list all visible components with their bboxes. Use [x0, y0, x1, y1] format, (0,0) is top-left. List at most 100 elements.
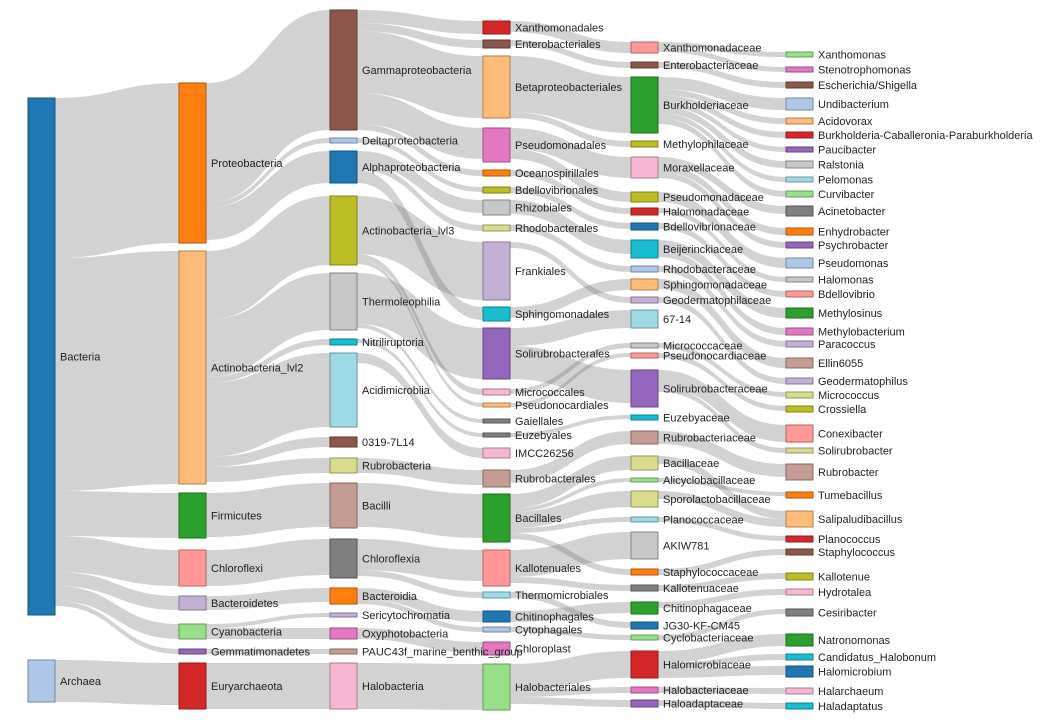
node-Frankiales[interactable]	[482, 241, 511, 301]
node-0319-7L14[interactable]	[329, 436, 358, 448]
node-Cyanobacteria[interactable]	[178, 623, 207, 640]
node-Haloadaptaceae[interactable]	[630, 699, 659, 708]
node-Geodermatophilaceae[interactable]	[630, 296, 659, 304]
node-Thermoleophilia[interactable]	[329, 272, 358, 331]
node-Halomonadaceae[interactable]	[630, 207, 659, 216]
node-67-14[interactable]	[630, 309, 659, 329]
node-Solirubrobacter[interactable]	[785, 447, 814, 454]
node-Staphylococcus[interactable]	[785, 548, 814, 556]
node-Sphingomonadales[interactable]	[482, 306, 511, 322]
node-Halomicrobiaceae[interactable]	[630, 650, 659, 679]
node-Ellin6055[interactable]	[785, 357, 814, 369]
node-Chloroflexia[interactable]	[329, 538, 358, 579]
node-Nitriliruptoria[interactable]	[329, 338, 358, 346]
node-Alicyclobacillaceae[interactable]	[630, 477, 659, 483]
node-Xanthomonadales[interactable]	[482, 20, 511, 35]
node-Psychrobacter[interactable]	[785, 241, 814, 249]
node-Kallotenuaceae[interactable]	[630, 584, 659, 592]
node-Acidimicrobiia[interactable]	[329, 352, 358, 428]
node-Sporolactobacillaceae[interactable]	[630, 490, 659, 508]
node-Bacilli[interactable]	[329, 482, 358, 529]
node-Rubrobacter[interactable]	[785, 463, 814, 481]
node-Xanthomonadaceae[interactable]	[630, 41, 659, 54]
node-Betaproteobacteriales[interactable]	[482, 55, 511, 119]
node-Natronomonas[interactable]	[785, 633, 814, 647]
node-Stenotrophomonas[interactable]	[785, 66, 814, 73]
node-Chitinophagaceae[interactable]	[630, 601, 659, 615]
node-Rhodobacteraceae[interactable]	[630, 265, 659, 273]
node-Paucibacter[interactable]	[785, 146, 814, 153]
node-Bacteroidia[interactable]	[329, 587, 358, 605]
node-Planococcaceae[interactable]	[630, 516, 659, 523]
node-Escherichia/Shigella[interactable]	[785, 81, 814, 89]
node-Halomonas[interactable]	[785, 276, 814, 283]
node-Burkholderiaceae[interactable]	[630, 76, 659, 134]
node-Bdellovibrionales[interactable]	[482, 186, 511, 194]
node-Chitinophagales[interactable]	[482, 610, 511, 623]
node-Crossiella[interactable]	[785, 405, 814, 413]
node-Gemmatimonadetes[interactable]	[178, 648, 207, 655]
node-Pseudomonadaceae[interactable]	[630, 191, 659, 203]
node-Candidatus_Halobonum[interactable]	[785, 653, 814, 661]
node-Moraxellaceae[interactable]	[630, 156, 659, 179]
node-Bacillales[interactable]	[482, 493, 511, 543]
node-AKIW781[interactable]	[630, 531, 659, 560]
node-Xanthomonas[interactable]	[785, 51, 814, 58]
node-Oceanospirillales[interactable]	[482, 169, 511, 177]
node-Chloroflexi[interactable]	[178, 549, 207, 587]
node-Pseudonocardiales[interactable]	[482, 402, 511, 408]
node-Bacillaceae[interactable]	[630, 455, 659, 471]
node-Euzebyales[interactable]	[482, 432, 511, 438]
node-Bacteria[interactable]	[27, 97, 56, 616]
node-Solirubrobacterales[interactable]	[482, 327, 511, 380]
node-Sericytochromatia[interactable]	[329, 612, 358, 618]
node-Euzebyaceae[interactable]	[630, 414, 659, 421]
node-Kallotenue[interactable]	[785, 572, 814, 581]
node-Beijerinckiaceae[interactable]	[630, 239, 659, 259]
node-Cyclobacteriaceae[interactable]	[630, 634, 659, 641]
node-Micrococcaceae[interactable]	[630, 342, 659, 349]
node-Cesiribacter[interactable]	[785, 608, 814, 617]
node-Methylobacterium[interactable]	[785, 327, 814, 336]
node-Bdellovibrio[interactable]	[785, 290, 814, 298]
node-Enhydrobacter[interactable]	[785, 227, 814, 236]
node-Proteobacteria[interactable]	[178, 82, 207, 244]
node-Halobacteria[interactable]	[329, 662, 358, 710]
node-Acidovorax[interactable]	[785, 117, 814, 125]
node-Curvibacter[interactable]	[785, 190, 814, 198]
node-Pelomonas[interactable]	[785, 176, 814, 183]
node-Euryarchaeota[interactable]	[178, 662, 207, 710]
node-Rubrobacterales[interactable]	[482, 469, 511, 488]
node-Staphylococcaceae[interactable]	[630, 568, 659, 576]
node-Cytophagales[interactable]	[482, 626, 511, 633]
node-Bacteroidetes[interactable]	[178, 595, 207, 611]
node-Halarchaeum[interactable]	[785, 687, 814, 695]
node-Bdellovibrionaceae[interactable]	[630, 222, 659, 231]
node-Salipaludibacillus[interactable]	[785, 510, 814, 528]
node-Conexibacter[interactable]	[785, 424, 814, 443]
node-Rhizobiales[interactable]	[482, 199, 511, 216]
node-Rubrobacteria[interactable]	[329, 457, 358, 474]
node-Enterobacteriaceae[interactable]	[630, 61, 659, 69]
node-Deltaproteobacteria[interactable]	[329, 137, 358, 144]
node-Kallotenuales[interactable]	[482, 549, 511, 587]
node-Oxyphotobacteria[interactable]	[329, 627, 358, 640]
node-Thermomicrobiales[interactable]	[482, 591, 511, 599]
node-Archaea[interactable]	[27, 659, 56, 703]
node-PAUC43f_marine_benthic_group[interactable]	[329, 648, 358, 655]
node-Halomicrobium[interactable]	[785, 665, 814, 678]
node-IMCC26256[interactable]	[482, 447, 511, 459]
node-Acinetobacter[interactable]	[785, 205, 814, 217]
node-Actinobacteria_lvl2[interactable]	[178, 250, 207, 485]
node-Micrococcales[interactable]	[482, 388, 511, 396]
node-Hydrotalea[interactable]	[785, 588, 814, 596]
node-Rhodobacterales[interactable]	[482, 224, 511, 232]
node-JG30-KF-CM45[interactable]	[630, 621, 659, 630]
node-Actinobacteria_lvl3[interactable]	[329, 195, 358, 266]
node-Pseudomonadales[interactable]	[482, 127, 511, 163]
node-Halobacteriaceae[interactable]	[630, 686, 659, 694]
node-Solirubrobacteraceae[interactable]	[630, 369, 659, 408]
node-Sphingomonadaceae[interactable]	[630, 278, 659, 291]
node-Methylophilaceae[interactable]	[630, 140, 659, 148]
node-Rubrobacteriaceae[interactable]	[630, 430, 659, 445]
